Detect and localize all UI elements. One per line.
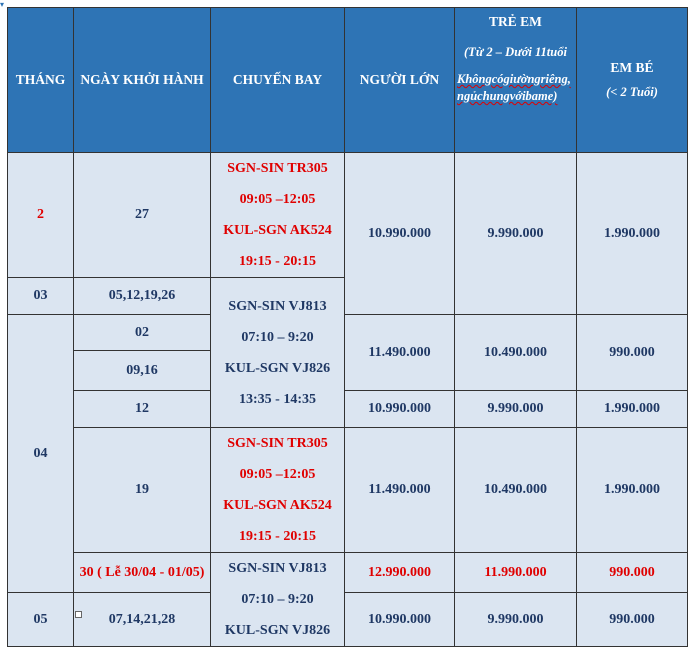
adult-price-cell: 11.490.000 bbox=[344, 314, 455, 391]
adult-price-cell: 10.990.000 bbox=[344, 390, 455, 428]
month-cell: 03 bbox=[7, 277, 74, 315]
header-departure-date: NGÀY KHỞI HÀNH bbox=[73, 7, 211, 153]
date-cell: 27 bbox=[73, 152, 211, 278]
flight-line: 19:15 - 20:15 bbox=[239, 254, 316, 269]
table-row: 05 07,14,21,28 10.990.000 9.990.000 990.… bbox=[7, 592, 688, 647]
infant-price-cell: 1.990.000 bbox=[576, 390, 688, 428]
month-cell: 05 bbox=[7, 592, 74, 647]
infant-price-cell: 990.000 bbox=[576, 592, 688, 647]
child-price-cell: 11.990.000 bbox=[454, 551, 577, 594]
header-child-title: TRẺ EM bbox=[489, 14, 542, 29]
flight-line: KUL-SGN VJ826 bbox=[224, 360, 331, 376]
flight-line: KUL-SGN VJ826 bbox=[224, 623, 331, 638]
flight-line: SGN-SIN TR305 bbox=[227, 436, 328, 451]
flight-line: 09:05 –12:05 bbox=[239, 467, 316, 482]
adult-price-cell: 11.490.000 bbox=[344, 427, 455, 553]
month-cell: 04 bbox=[7, 313, 74, 594]
date-cell: 19 bbox=[73, 427, 211, 553]
child-price-cell: 9.990.000 bbox=[454, 592, 577, 647]
infant-price-cell: 990.000 bbox=[576, 314, 688, 391]
child-price-cell: 10.490.000 bbox=[454, 427, 577, 553]
flight-line: SGN-SIN VJ813 bbox=[228, 561, 327, 576]
flight-cell: SGN-SIN VJ813 07:10 – 9:20 KUL-SGN VJ826 bbox=[210, 552, 345, 647]
corner-marker-icon: ▾ bbox=[0, 0, 5, 9]
date-cell: 02 bbox=[73, 314, 211, 351]
header-flight: CHUYẾN BAY bbox=[210, 7, 345, 153]
flight-line: 09:05 –12:05 bbox=[239, 192, 316, 207]
flight-line: 13:35 - 14:35 bbox=[239, 391, 316, 407]
flight-line: 19:15 - 20:15 bbox=[239, 529, 316, 544]
header-row: THÁNG NGÀY KHỞI HÀNH CHUYẾN BAY NGƯỜI LỚ… bbox=[7, 7, 688, 153]
date-cell: 30 ( Lễ 30/04 - 01/05) bbox=[73, 551, 211, 594]
flight-line: SGN-SIN TR305 bbox=[227, 161, 328, 176]
flight-line: KUL-SGN AK524 bbox=[223, 498, 332, 513]
tour-price-table: THÁNG NGÀY KHỞI HÀNH CHUYẾN BAY NGƯỜI LỚ… bbox=[7, 7, 688, 647]
header-month: THÁNG bbox=[7, 7, 74, 153]
table-row: 12 10.990.000 9.990.000 1.990.000 bbox=[8, 390, 688, 428]
infant-price-cell: 1.990.000 bbox=[576, 427, 688, 553]
flight-cell: SGN-SIN TR305 09:05 –12:05 KUL-SGN AK524… bbox=[210, 152, 345, 278]
table-row: 09,16 bbox=[8, 350, 688, 391]
header-child-note: Khôngcógiườngriêng, ngủchungvớibame) bbox=[457, 72, 571, 103]
table-row: 03 05,12,19,26 SGN-SIN VJ813 07:10 – 9:2… bbox=[7, 277, 688, 428]
flight-line: SGN-SIN VJ813 bbox=[228, 298, 327, 314]
date-cell: 09,16 bbox=[73, 350, 211, 391]
header-child: TRẺ EM (Từ 2 – Dưới 11tuổi Khôngcógiường… bbox=[454, 7, 577, 153]
child-price-cell: 10.490.000 bbox=[454, 314, 577, 391]
table-row: 2 27 SGN-SIN TR305 09:05 –12:05 KUL-SGN … bbox=[7, 152, 688, 315]
month-cell: 2 bbox=[7, 152, 74, 278]
child-price-cell: 9.990.000 bbox=[454, 390, 577, 428]
infant-price-cell: 990.000 bbox=[576, 551, 688, 594]
table-resize-handle[interactable] bbox=[75, 611, 82, 618]
adult-price-cell: 10.990.000 bbox=[344, 152, 455, 315]
table-row: 04 02 11.490.000 10.490.000 990.000 bbox=[7, 313, 688, 594]
table-row: 19 SGN-SIN TR305 09:05 –12:05 KUL-SGN AK… bbox=[8, 427, 688, 553]
header-adult: NGƯỜI LỚN bbox=[344, 7, 455, 153]
header-infant-range: (< 2 Tuổi) bbox=[606, 84, 658, 99]
adult-price-cell: 10.990.000 bbox=[344, 592, 455, 647]
tour-price-table-container: THÁNG NGÀY KHỞI HÀNH CHUYẾN BAY NGƯỜI LỚ… bbox=[7, 7, 688, 647]
adult-price-cell: 12.990.000 bbox=[344, 551, 455, 594]
header-infant-title: EM BÉ bbox=[610, 59, 654, 75]
flight-cell: SGN-SIN VJ813 07:10 – 9:20 KUL-SGN VJ826… bbox=[210, 277, 345, 428]
date-cell: 12 bbox=[73, 390, 211, 428]
flight-cell: SGN-SIN TR305 09:05 –12:05 KUL-SGN AK524… bbox=[210, 427, 345, 553]
header-infant: EM BÉ (< 2 Tuổi) bbox=[576, 7, 688, 153]
flight-line: KUL-SGN AK524 bbox=[223, 223, 332, 238]
infant-price-cell: 1.990.000 bbox=[576, 152, 688, 315]
flight-line: 07:10 – 9:20 bbox=[241, 592, 314, 607]
child-price-cell: 9.990.000 bbox=[454, 152, 577, 315]
table-row: 30 ( Lễ 30/04 - 01/05) SGN-SIN VJ813 07:… bbox=[8, 551, 688, 647]
date-cell: 05,12,19,26 bbox=[73, 277, 211, 315]
date-cell: 07,14,21,28 bbox=[73, 592, 211, 647]
header-child-range: (Từ 2 – Dưới 11tuổi bbox=[464, 45, 567, 59]
flight-line: 07:10 – 9:20 bbox=[241, 329, 314, 345]
